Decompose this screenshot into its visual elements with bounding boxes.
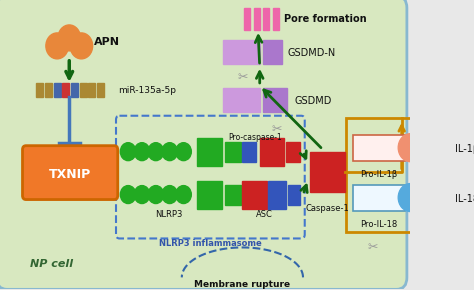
Circle shape bbox=[437, 186, 457, 210]
Bar bbox=[273, 8, 279, 30]
Circle shape bbox=[162, 186, 177, 204]
Circle shape bbox=[70, 33, 92, 59]
Bar bbox=[346, 118, 457, 233]
Bar bbox=[353, 135, 405, 161]
Bar bbox=[36, 83, 43, 97]
Text: NLRP3 inflammasome: NLRP3 inflammasome bbox=[159, 239, 262, 248]
Text: GSDMD-N: GSDMD-N bbox=[287, 48, 336, 58]
Text: Pore formation: Pore formation bbox=[284, 14, 366, 24]
Bar bbox=[242, 181, 267, 209]
Circle shape bbox=[437, 136, 457, 160]
Text: ✂: ✂ bbox=[367, 241, 377, 254]
Circle shape bbox=[398, 184, 422, 211]
Circle shape bbox=[422, 122, 443, 146]
Bar bbox=[244, 8, 250, 30]
Text: ASC: ASC bbox=[255, 210, 273, 219]
Bar bbox=[242, 142, 256, 162]
FancyBboxPatch shape bbox=[22, 146, 118, 200]
Bar bbox=[288, 185, 301, 204]
Bar bbox=[223, 88, 260, 112]
Circle shape bbox=[46, 33, 68, 59]
Bar bbox=[63, 83, 69, 97]
Circle shape bbox=[120, 143, 136, 161]
Bar bbox=[88, 83, 95, 97]
Circle shape bbox=[148, 143, 164, 161]
Bar bbox=[268, 181, 286, 209]
Text: Pro-IL-1β: Pro-IL-1β bbox=[361, 170, 398, 179]
Text: miR-135a-5p: miR-135a-5p bbox=[118, 86, 177, 95]
Bar bbox=[263, 40, 282, 64]
Bar bbox=[54, 83, 61, 97]
Circle shape bbox=[422, 200, 443, 224]
Bar bbox=[225, 185, 241, 204]
Circle shape bbox=[398, 134, 422, 162]
Text: IL-18: IL-18 bbox=[455, 193, 474, 204]
FancyBboxPatch shape bbox=[0, 0, 407, 289]
Bar bbox=[263, 88, 287, 112]
Text: TXNIP: TXNIP bbox=[49, 168, 91, 181]
Text: Membrane rupture: Membrane rupture bbox=[194, 280, 291, 289]
Circle shape bbox=[422, 150, 443, 174]
Bar bbox=[97, 83, 104, 97]
Circle shape bbox=[422, 172, 443, 195]
Text: GSDMD: GSDMD bbox=[294, 96, 332, 106]
Bar bbox=[223, 40, 260, 64]
Bar bbox=[197, 138, 222, 166]
Bar bbox=[260, 138, 284, 166]
Circle shape bbox=[176, 143, 191, 161]
Circle shape bbox=[162, 143, 177, 161]
Bar bbox=[353, 185, 405, 211]
Text: Caspase-1: Caspase-1 bbox=[305, 204, 349, 213]
Text: ✂: ✂ bbox=[272, 123, 283, 136]
Text: NP cell: NP cell bbox=[30, 260, 73, 269]
Text: IL-1β: IL-1β bbox=[455, 144, 474, 154]
Circle shape bbox=[134, 143, 150, 161]
Text: NLRP3: NLRP3 bbox=[155, 210, 182, 219]
Bar bbox=[254, 8, 260, 30]
Bar bbox=[197, 181, 222, 209]
Circle shape bbox=[120, 186, 136, 204]
Circle shape bbox=[134, 186, 150, 204]
Text: Pro-IL-18: Pro-IL-18 bbox=[361, 220, 398, 229]
Bar bbox=[71, 83, 78, 97]
Text: APN: APN bbox=[93, 37, 119, 47]
Bar bbox=[286, 142, 300, 162]
Bar bbox=[225, 142, 241, 162]
Bar bbox=[310, 152, 345, 192]
Bar bbox=[80, 83, 87, 97]
Text: ✂: ✂ bbox=[237, 71, 247, 84]
Circle shape bbox=[58, 25, 81, 51]
Text: Pro-caspase-1: Pro-caspase-1 bbox=[228, 133, 282, 142]
Circle shape bbox=[176, 186, 191, 204]
Bar bbox=[45, 83, 52, 97]
Circle shape bbox=[148, 186, 164, 204]
Bar bbox=[263, 8, 269, 30]
